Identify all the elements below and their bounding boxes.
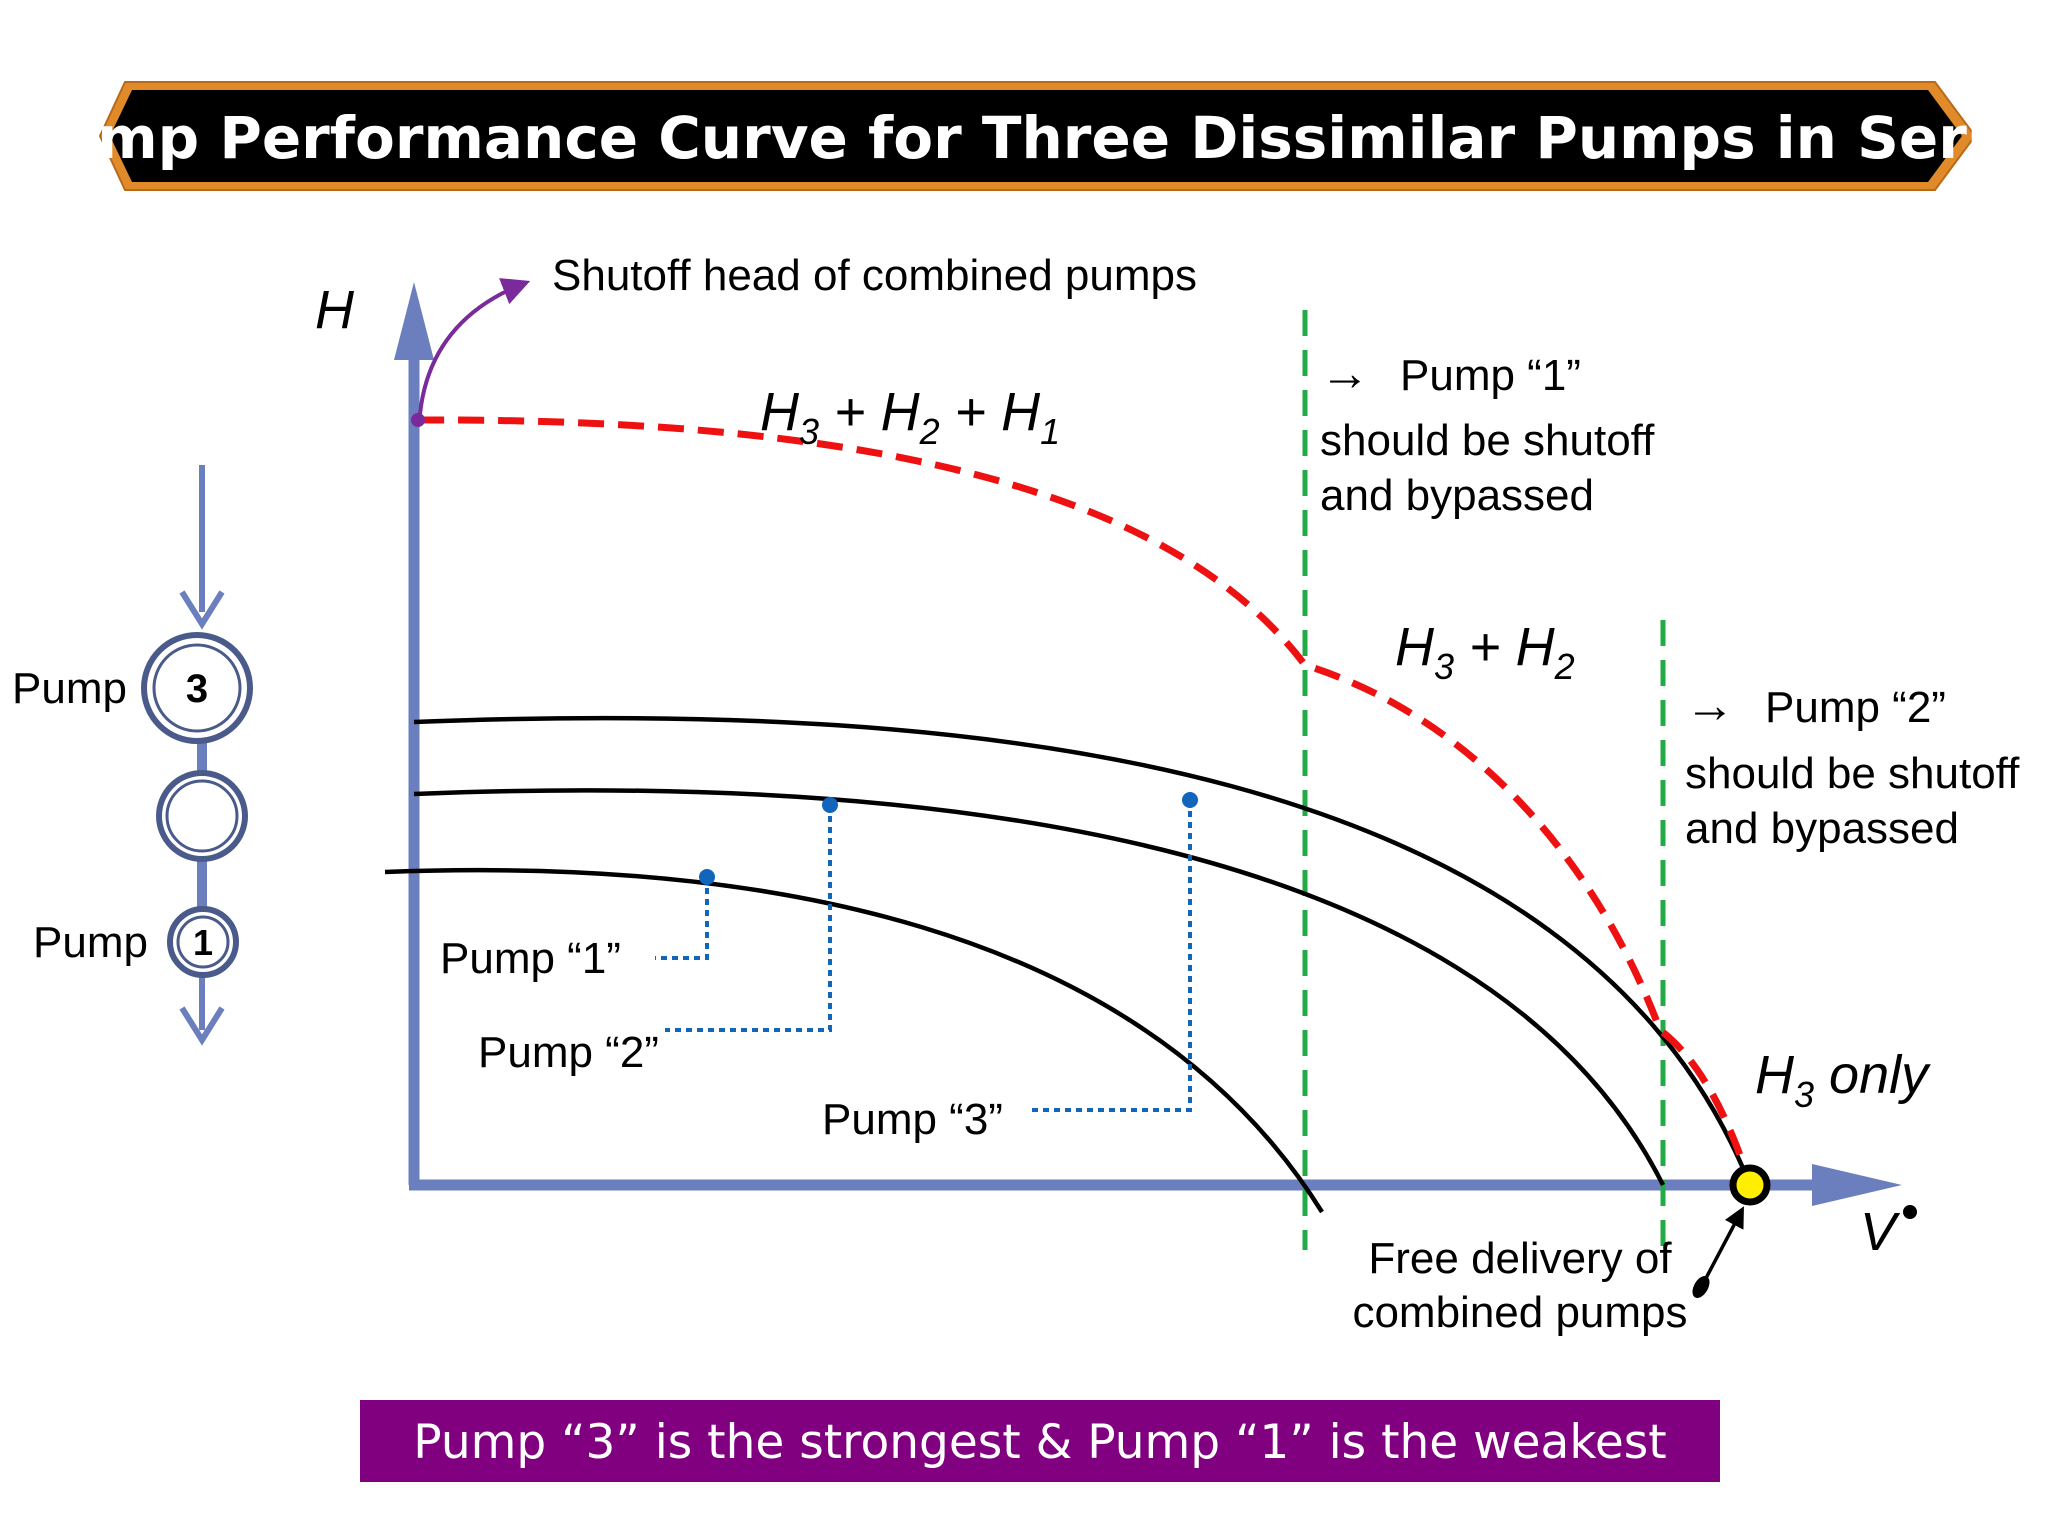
region1-line1: Pump “1” xyxy=(1400,351,1581,400)
free-delivery-arrow xyxy=(1703,1206,1744,1281)
pump3-number: 3 xyxy=(186,667,208,711)
region1-annotation: → Pump “1” should be shutoff and bypasse… xyxy=(1320,345,1655,520)
pump1-number: 1 xyxy=(193,922,213,963)
region2-line2: should be shutoff xyxy=(1685,749,2020,798)
pump3-curve xyxy=(413,715,1753,1186)
region2-arrow: → xyxy=(1685,677,1735,733)
free-delivery-arrow-tail xyxy=(1692,1276,1710,1298)
y-axis-label: H xyxy=(315,280,355,340)
y-axis-arrowhead xyxy=(394,282,434,360)
pump2-leader-dot xyxy=(822,797,838,813)
combined-curve xyxy=(417,416,1754,1187)
bottom-banner: Pump “3” is the strongest & Pump “1” is … xyxy=(360,1400,1720,1482)
shutoff-head-label: Shutoff head of combined pumps xyxy=(552,251,1197,300)
outlet-arrowhead xyxy=(179,1006,225,1046)
x-axis-label: V xyxy=(1860,1202,1901,1262)
pump3-leader xyxy=(1030,800,1192,1112)
free-delivery-point xyxy=(1729,1164,1771,1206)
sum3-curve-label: H3 + H2 + H1 xyxy=(760,382,1060,452)
title-plate: Pump Performance Curve for Three Dissimi… xyxy=(13,81,2048,191)
free-delivery-line1: Free delivery of xyxy=(1368,1234,1672,1283)
h3-only-label: H3 only xyxy=(1755,1045,1931,1115)
pump1-leader-dot xyxy=(699,869,715,885)
shutoff-head-arrow xyxy=(418,278,531,415)
sum2-curve-label: H3 + H2 xyxy=(1395,617,1575,687)
pump3-label: Pump “3” xyxy=(822,1095,1003,1144)
pump-leaders xyxy=(655,792,1198,1112)
inlet-arrowhead xyxy=(179,590,225,630)
pump1-leader xyxy=(655,877,709,960)
pump1-circle-inner xyxy=(176,915,230,969)
region2-line3: and bypassed xyxy=(1685,804,1959,853)
page-title: Pump Performance Curve for Three Dissimi… xyxy=(13,104,2048,172)
banner-text: Pump “3” is the strongest & Pump “1” is … xyxy=(413,1415,1666,1470)
region2-annotation: → Pump “2” should be shutoff and bypasse… xyxy=(1685,677,2020,853)
free-delivery-line2: combined pumps xyxy=(1352,1288,1687,1337)
region2-line1: Pump “2” xyxy=(1765,683,1946,732)
banner-background xyxy=(360,1400,1720,1482)
pump2-label: Pump “2” xyxy=(478,1028,659,1077)
region1-line3: and bypassed xyxy=(1320,471,1594,520)
x-axis-arrowhead xyxy=(1812,1164,1902,1206)
axes: H V xyxy=(315,280,1917,1262)
region1-line2: should be shutoff xyxy=(1320,416,1655,465)
pump1-label: Pump “1” xyxy=(440,934,621,983)
pump1-side-label: Pump xyxy=(33,918,148,967)
pump3-circle-inner xyxy=(152,643,242,733)
region1-arrow: → xyxy=(1320,345,1370,401)
x-axis-label-dot xyxy=(1903,1205,1917,1219)
pump3-leader-dot xyxy=(1182,792,1198,808)
pump3-side-label: Pump xyxy=(12,664,127,713)
pump2-circle-inner xyxy=(165,779,239,853)
shutoff-head-point xyxy=(411,413,425,427)
pump2-curve xyxy=(413,788,1666,1187)
pump2-leader xyxy=(665,805,832,1032)
series-pump-schematic: 3 Pump 1 Pump xyxy=(12,465,253,1046)
pump1-curve xyxy=(384,867,1324,1214)
